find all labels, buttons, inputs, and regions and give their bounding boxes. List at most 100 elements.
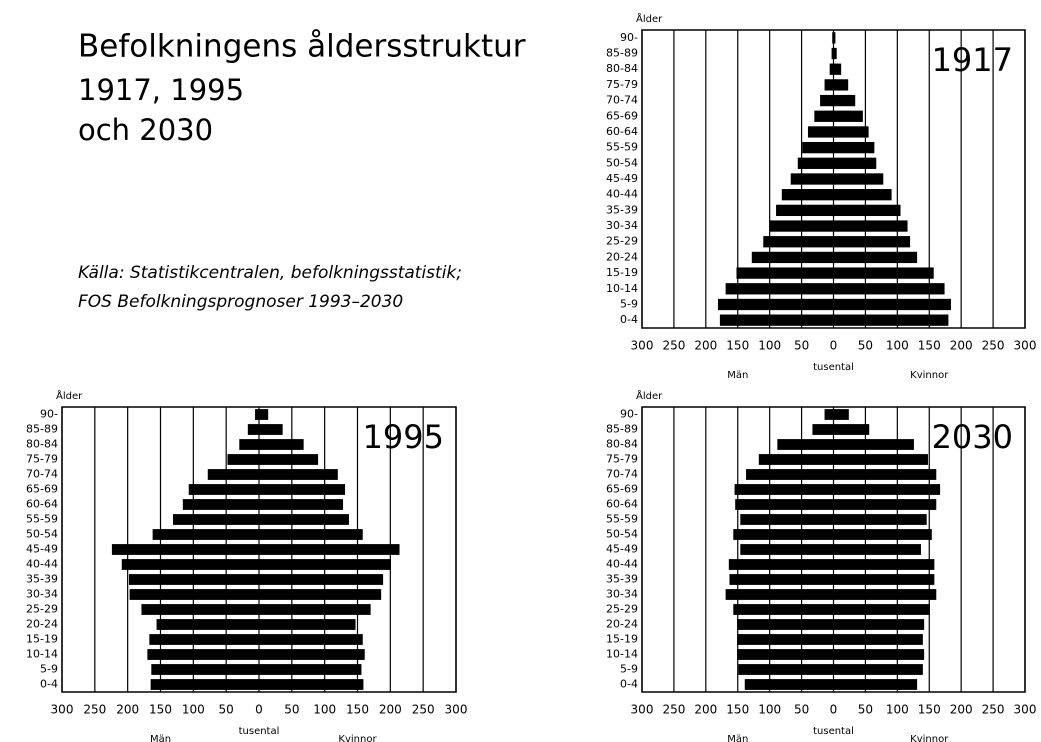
x-tick-label: 50 <box>858 703 873 717</box>
bar <box>831 47 834 60</box>
bar <box>833 298 951 311</box>
y-tick-label: 85-89 <box>606 423 638 436</box>
y-tick-label: 30-34 <box>26 588 58 601</box>
bar <box>259 649 365 660</box>
x-tick-label: 0 <box>255 703 263 717</box>
x-tick-label: 200 <box>694 703 717 717</box>
x-tick-label: 300 <box>631 703 654 717</box>
bar <box>833 679 918 690</box>
bar <box>128 574 259 585</box>
x-tick-label: 100 <box>313 703 336 717</box>
legend-label: Män <box>150 734 171 742</box>
bar <box>824 409 834 420</box>
bar <box>259 589 382 600</box>
y-tick-label: 5-9 <box>620 297 638 310</box>
y-tick-label: 45-49 <box>606 172 638 185</box>
bar <box>255 409 259 420</box>
bar <box>150 679 259 690</box>
bar <box>833 204 901 217</box>
x-tick-label: 100 <box>886 339 909 353</box>
bar <box>141 604 259 615</box>
bar <box>259 514 349 525</box>
x-tick-label: 100 <box>886 703 909 717</box>
y-tick-label: 80-84 <box>606 438 638 451</box>
y-tick-label: 0-4 <box>620 678 638 691</box>
y-tick-label: 45-49 <box>26 543 58 556</box>
bar <box>833 454 928 465</box>
y-tick-label: 35-39 <box>606 573 638 586</box>
y-tick-label: 35-39 <box>26 573 58 586</box>
legend-label: Kvinnor <box>910 370 949 381</box>
bar <box>812 424 834 435</box>
x-tick-label: 150 <box>726 339 749 353</box>
x-tick-label: 250 <box>982 703 1005 717</box>
y-tick-label: 20-24 <box>606 250 638 263</box>
x-tick-label: 100 <box>758 703 781 717</box>
bar <box>832 32 834 44</box>
bar <box>833 604 930 615</box>
bar <box>740 544 834 555</box>
x-tick-label: 250 <box>662 703 685 717</box>
bar <box>182 499 259 510</box>
x-tick-label: 150 <box>918 339 941 353</box>
y-tick-label: 70-74 <box>606 94 638 107</box>
y-tick-label: 25-29 <box>606 235 638 248</box>
y-tick-label: 50-54 <box>606 528 638 541</box>
y-tick-label: 20-24 <box>606 618 638 631</box>
bar <box>833 110 863 122</box>
annotation: 2030 <box>932 418 1013 456</box>
bar <box>729 574 834 585</box>
x-tick-label: 50 <box>284 703 299 717</box>
bar <box>833 589 937 600</box>
y-tick-label: 65-69 <box>606 109 638 122</box>
y-axis-label: Ålder <box>636 12 663 25</box>
y-tick-label: 85-89 <box>606 47 638 60</box>
bar <box>833 619 925 630</box>
legend-label: Kvinnor <box>338 734 377 742</box>
y-axis-label: Ålder <box>56 389 83 402</box>
bar <box>734 484 834 495</box>
x-tick-label: 150 <box>149 703 172 717</box>
bar <box>744 679 834 690</box>
y-tick-label: 90- <box>620 31 638 44</box>
x-tick-label: 300 <box>1014 339 1037 353</box>
bar <box>733 604 834 615</box>
bar <box>725 589 834 600</box>
bar <box>259 559 391 570</box>
bar <box>820 94 834 107</box>
y-tick-label: 85-89 <box>26 423 58 436</box>
y-tick-label: 60-64 <box>606 125 638 138</box>
y-tick-label: 80-84 <box>26 438 58 451</box>
bar <box>833 32 836 44</box>
y-tick-label: 40-44 <box>606 188 638 201</box>
bar <box>833 529 932 540</box>
y-tick-label: 10-14 <box>26 648 58 661</box>
y-tick-label: 25-29 <box>606 603 638 616</box>
x-tick-label: 250 <box>662 339 685 353</box>
bar <box>833 424 870 435</box>
x-tick-label: 50 <box>219 703 234 717</box>
y-tick-label: 25-29 <box>26 603 58 616</box>
bar <box>833 409 849 420</box>
bar <box>259 424 283 435</box>
y-tick-label: 0-4 <box>620 313 638 326</box>
bar <box>833 574 935 585</box>
bar <box>833 189 892 201</box>
y-tick-label: 75-79 <box>26 453 58 466</box>
bar <box>725 283 834 295</box>
bar <box>259 454 319 465</box>
title-line: 1917, 1995 <box>78 73 244 107</box>
bar <box>259 604 371 615</box>
x-tick-label: 150 <box>918 703 941 717</box>
bar <box>763 236 834 248</box>
legend-label: Män <box>727 734 748 742</box>
bar <box>833 251 918 264</box>
bar <box>833 314 949 326</box>
bar <box>149 634 259 645</box>
y-tick-label: 40-44 <box>26 558 58 571</box>
x-tick-label: 300 <box>631 339 654 353</box>
bar <box>833 283 945 295</box>
bar <box>814 110 834 122</box>
bar <box>833 469 937 480</box>
y-tick-label: 0-4 <box>40 678 58 691</box>
